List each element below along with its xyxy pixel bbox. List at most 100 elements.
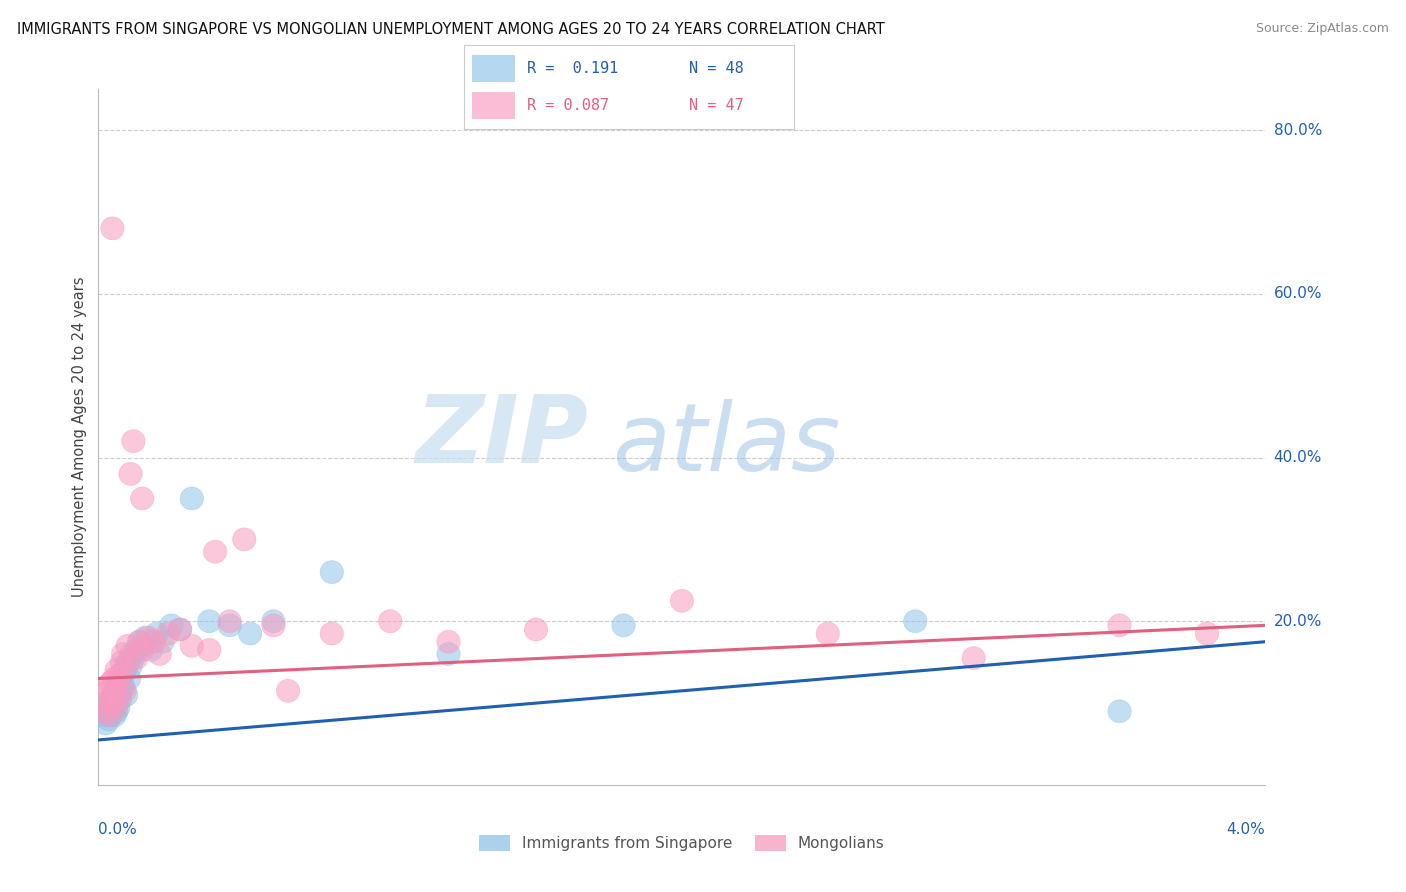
Text: N = 48: N = 48	[689, 61, 744, 76]
Ellipse shape	[1108, 614, 1132, 637]
Ellipse shape	[104, 696, 127, 719]
Ellipse shape	[157, 622, 180, 645]
Ellipse shape	[104, 680, 127, 702]
Ellipse shape	[98, 704, 121, 727]
Ellipse shape	[142, 631, 166, 653]
Ellipse shape	[111, 675, 135, 698]
Ellipse shape	[104, 691, 128, 714]
Ellipse shape	[169, 618, 191, 640]
Ellipse shape	[131, 487, 153, 510]
Ellipse shape	[105, 700, 128, 723]
Ellipse shape	[96, 696, 120, 719]
Text: 4.0%: 4.0%	[1226, 822, 1265, 837]
Ellipse shape	[93, 691, 115, 714]
Ellipse shape	[136, 626, 160, 649]
Ellipse shape	[218, 614, 242, 637]
Ellipse shape	[107, 688, 131, 710]
Ellipse shape	[180, 487, 204, 510]
Ellipse shape	[105, 675, 129, 698]
FancyBboxPatch shape	[472, 92, 515, 120]
Ellipse shape	[112, 680, 136, 702]
Ellipse shape	[101, 217, 124, 240]
Ellipse shape	[139, 639, 163, 661]
Ellipse shape	[524, 618, 548, 640]
Ellipse shape	[101, 683, 125, 706]
Text: 20.0%: 20.0%	[1274, 614, 1322, 629]
Ellipse shape	[97, 708, 121, 731]
Ellipse shape	[180, 634, 204, 657]
Ellipse shape	[114, 655, 138, 678]
Ellipse shape	[904, 610, 927, 632]
Text: ZIP: ZIP	[416, 391, 589, 483]
Text: 40.0%: 40.0%	[1274, 450, 1322, 465]
Ellipse shape	[115, 651, 139, 673]
Ellipse shape	[671, 590, 693, 612]
Ellipse shape	[815, 622, 839, 645]
Ellipse shape	[198, 610, 221, 632]
Ellipse shape	[111, 642, 135, 665]
Ellipse shape	[108, 663, 132, 686]
Ellipse shape	[120, 655, 142, 678]
Ellipse shape	[121, 642, 143, 665]
Ellipse shape	[105, 675, 129, 698]
Ellipse shape	[94, 675, 117, 698]
Ellipse shape	[122, 430, 145, 452]
Text: atlas: atlas	[612, 399, 841, 490]
Y-axis label: Unemployment Among Ages 20 to 24 years: Unemployment Among Ages 20 to 24 years	[72, 277, 87, 598]
Text: R = 0.087: R = 0.087	[527, 98, 609, 113]
Ellipse shape	[962, 647, 986, 670]
FancyBboxPatch shape	[472, 54, 515, 82]
Legend: Immigrants from Singapore, Mongolians: Immigrants from Singapore, Mongolians	[472, 830, 891, 857]
Text: 0.0%: 0.0%	[98, 822, 138, 837]
Ellipse shape	[93, 704, 115, 727]
Ellipse shape	[110, 651, 134, 673]
Ellipse shape	[101, 696, 124, 719]
Ellipse shape	[148, 642, 172, 665]
Ellipse shape	[198, 639, 221, 661]
Ellipse shape	[134, 626, 157, 649]
Ellipse shape	[105, 659, 128, 681]
Ellipse shape	[107, 696, 129, 719]
Ellipse shape	[94, 712, 117, 735]
Text: 60.0%: 60.0%	[1274, 286, 1322, 301]
Ellipse shape	[110, 667, 134, 690]
Ellipse shape	[101, 683, 125, 706]
Ellipse shape	[128, 631, 150, 653]
Text: R =  0.191: R = 0.191	[527, 61, 619, 76]
Ellipse shape	[100, 688, 124, 710]
Ellipse shape	[125, 647, 148, 670]
Ellipse shape	[125, 639, 148, 661]
Text: IMMIGRANTS FROM SINGAPORE VS MONGOLIAN UNEMPLOYMENT AMONG AGES 20 TO 24 YEARS CO: IMMIGRANTS FROM SINGAPORE VS MONGOLIAN U…	[17, 22, 884, 37]
Text: Source: ZipAtlas.com: Source: ZipAtlas.com	[1256, 22, 1389, 36]
Ellipse shape	[239, 622, 262, 645]
Ellipse shape	[112, 659, 136, 681]
Ellipse shape	[108, 671, 131, 694]
Ellipse shape	[131, 639, 153, 661]
Ellipse shape	[321, 561, 343, 583]
Ellipse shape	[150, 631, 174, 653]
Ellipse shape	[107, 683, 131, 706]
Ellipse shape	[100, 691, 124, 714]
Ellipse shape	[97, 680, 121, 702]
Ellipse shape	[122, 647, 145, 670]
Ellipse shape	[321, 622, 343, 645]
Ellipse shape	[103, 667, 127, 690]
Ellipse shape	[437, 642, 460, 665]
Ellipse shape	[378, 610, 402, 632]
Ellipse shape	[108, 688, 132, 710]
Ellipse shape	[612, 614, 636, 637]
Text: 80.0%: 80.0%	[1274, 122, 1322, 137]
Ellipse shape	[120, 462, 142, 485]
Ellipse shape	[110, 680, 132, 702]
Ellipse shape	[117, 667, 141, 690]
Ellipse shape	[98, 671, 122, 694]
Ellipse shape	[262, 610, 285, 632]
Ellipse shape	[218, 610, 242, 632]
Ellipse shape	[98, 691, 122, 714]
Ellipse shape	[114, 683, 138, 706]
Ellipse shape	[204, 541, 226, 563]
Ellipse shape	[96, 700, 120, 723]
Ellipse shape	[437, 631, 460, 653]
Ellipse shape	[128, 631, 150, 653]
Ellipse shape	[262, 614, 285, 637]
